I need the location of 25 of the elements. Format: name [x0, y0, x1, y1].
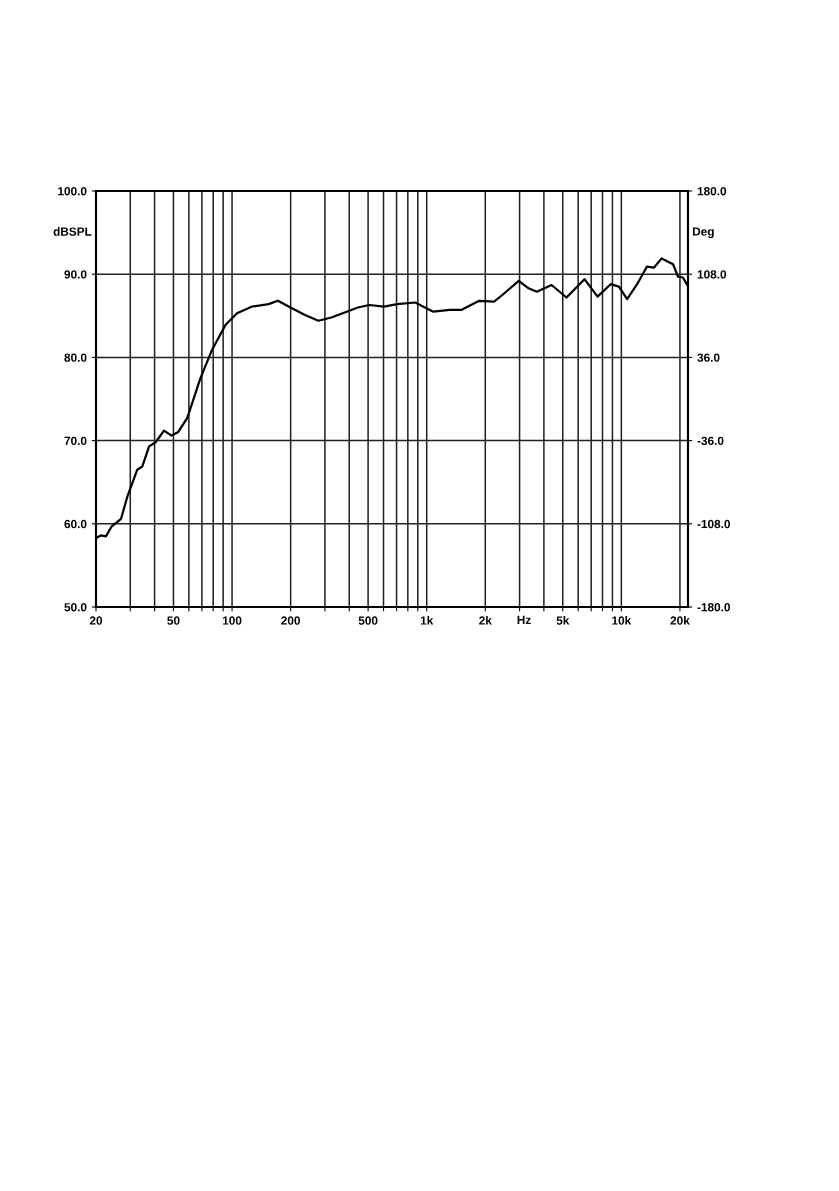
y2-tick-label: 108.0: [697, 270, 727, 279]
y-axis-title: dBSPL: [53, 227, 92, 236]
x-axis-title: Hz: [517, 615, 531, 624]
y-tick-label: 90.0: [64, 270, 87, 279]
y-tick-label: 60.0: [64, 519, 87, 529]
x-tick-label: 1k: [420, 616, 434, 625]
y2-tick-label: -180.0: [697, 603, 731, 612]
x-tick-label: 200: [281, 616, 301, 625]
y2-tick-label: -108.0: [697, 519, 731, 529]
y2-tick-label: -36.0: [697, 436, 724, 446]
y2-tick-label: 180.0: [697, 187, 727, 196]
x-tick-label: 100: [222, 616, 242, 625]
x-tick-label: 50: [167, 616, 180, 625]
y-tick-label: 80.0: [64, 353, 87, 362]
y-tick-label: 70.0: [64, 436, 87, 445]
x-tick-label: 10k: [612, 616, 632, 625]
y-tick-label: 50.0: [64, 603, 87, 612]
x-tick-label: 20: [89, 616, 103, 625]
y-tick-label: 100.0: [58, 187, 87, 196]
y2-axis-title: Deg: [692, 227, 714, 239]
x-tick-label: 5k: [556, 616, 570, 625]
y2-tick-label: 36.0: [697, 353, 720, 362]
x-tick-label: 20k: [670, 616, 690, 625]
x-tick-label: 2k: [479, 616, 492, 625]
x-tick-label: 500: [358, 616, 378, 625]
